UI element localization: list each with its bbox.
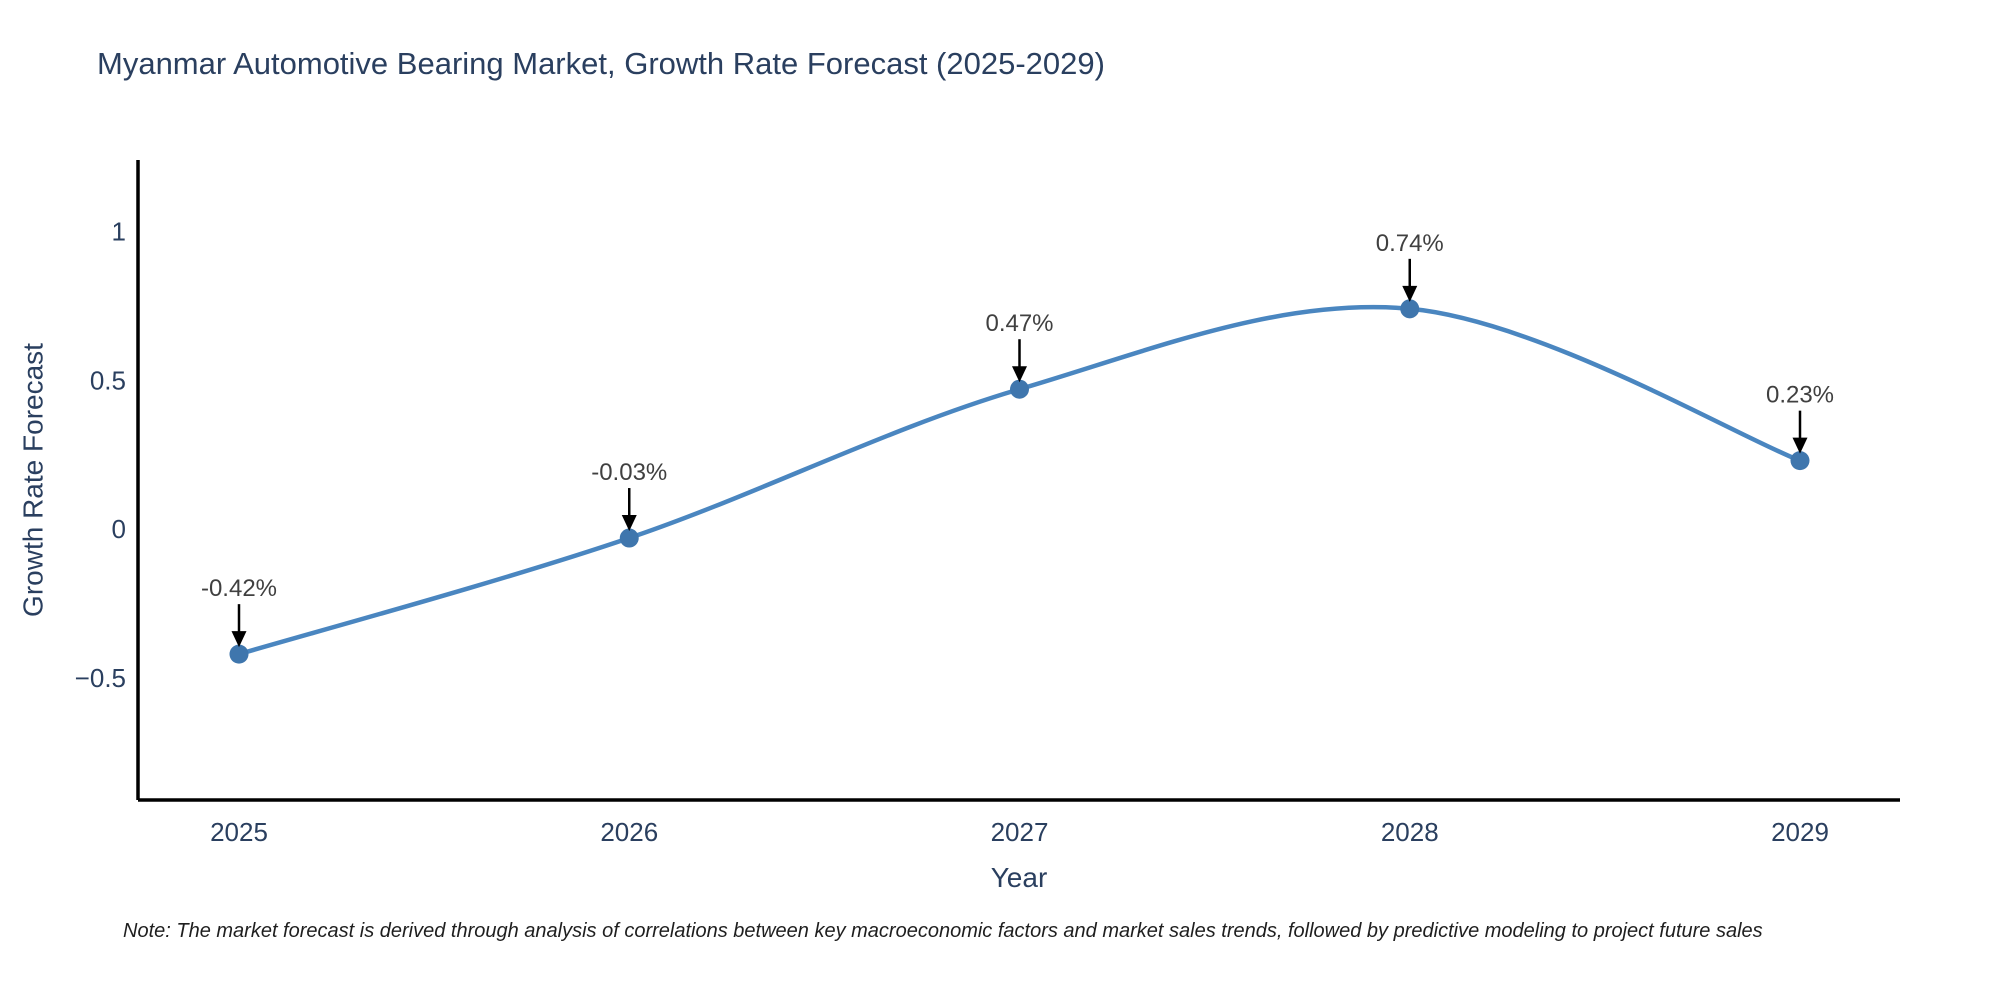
chart-footnote: Note: The market forecast is derived thr… [123,920,1763,942]
annotation-label: -0.42% [201,575,277,602]
y-axis-title: Growth Rate Forecast [18,343,49,617]
page-title: Myanmar Automotive Bearing Market, Growt… [97,46,1105,81]
annotation-label: 0.47% [985,310,1053,337]
data-point-marker [229,644,249,664]
annotation-arrowhead [1402,285,1418,302]
data-point-marker [619,528,639,548]
x-tick-label: 2027 [991,817,1049,847]
annotation-label: -0.03% [591,459,667,486]
annotation-arrowhead [621,515,637,532]
y-tick-label: 0 [112,514,126,544]
x-axis-title: Year [991,862,1048,893]
data-point-marker [1010,379,1029,399]
annotation-arrowhead [1792,437,1808,454]
data-point-marker [1400,299,1420,319]
annotation-label: 0.74% [1376,230,1444,257]
y-tick-label: −0.5 [75,663,126,693]
annotation-arrowhead [1012,366,1027,383]
x-tick-label: 2025 [210,817,268,847]
y-tick-label: 1 [112,216,126,246]
data-point-marker [1790,451,1810,471]
x-tick-label: 2029 [1771,817,1829,847]
x-tick-label: 2028 [1381,817,1439,847]
x-tick-label: 2026 [600,817,658,847]
annotation-label: 0.23% [1766,382,1834,409]
y-tick-label: 0.5 [90,365,126,395]
annotation-arrowhead [231,631,247,648]
